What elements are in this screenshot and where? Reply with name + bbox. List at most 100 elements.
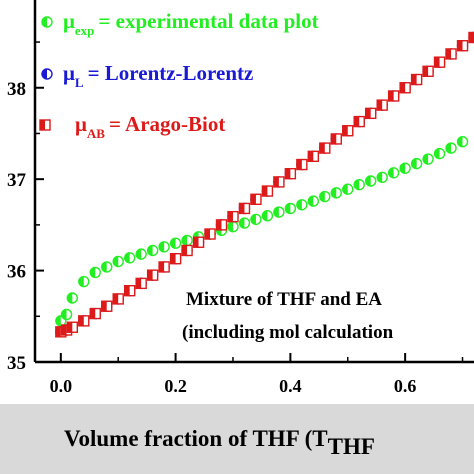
- series-1-point: [66, 292, 79, 304]
- series-1-point-fill: [159, 241, 165, 252]
- series-1-point-fill: [411, 158, 417, 169]
- series-3-point: [250, 193, 262, 205]
- series-1-point-fill: [55, 315, 61, 326]
- x-tick-label: 0.4: [279, 376, 302, 396]
- series-1-point-fill: [78, 276, 84, 287]
- series-3-point-fill: [273, 176, 279, 187]
- series-1-point: [227, 221, 239, 233]
- series-3-point: [445, 48, 457, 60]
- series-1-point-fill: [285, 203, 291, 214]
- series-1-point-fill: [124, 252, 130, 263]
- series-3-point-fill: [61, 325, 67, 336]
- series-3-point: [284, 167, 297, 180]
- series-3-point: [158, 261, 170, 273]
- series-1: [55, 135, 469, 327]
- y-tick-label: 38: [7, 79, 26, 100]
- series-3-point: [112, 293, 124, 305]
- series-3-point-fill: [434, 57, 440, 68]
- series-3-point: [273, 176, 285, 188]
- legend-label-text: = experimental data plot: [98, 9, 318, 33]
- series-1-point: [410, 157, 423, 170]
- series-3-point-fill: [308, 151, 314, 162]
- series-1-point: [445, 142, 457, 154]
- series-3-point: [387, 90, 400, 102]
- legend-label-symbol: μ: [63, 61, 75, 85]
- series-1-point: [146, 244, 159, 257]
- y-tick-label: 36: [7, 262, 26, 283]
- x-axis-label-main: Volume fraction of THF (T: [64, 426, 328, 451]
- series-3-point-fill: [423, 66, 429, 77]
- series-3-point-fill: [216, 219, 222, 230]
- series-1-point-fill: [457, 136, 463, 147]
- legend-label-symbol: μ: [63, 9, 75, 33]
- series-1-point: [60, 308, 73, 321]
- x-axis-label-band: Volume fraction of THF (TTHF: [0, 404, 474, 474]
- series-1-point: [250, 213, 262, 226]
- series-3-point-fill: [90, 308, 96, 319]
- series-3-point-fill: [342, 125, 348, 136]
- series-3-point-fill: [296, 159, 302, 170]
- series-1-point-fill: [423, 154, 429, 165]
- series-3-point-fill: [67, 322, 73, 333]
- series-1-point: [376, 171, 388, 184]
- annotation-line-2: (including mol calculation: [182, 322, 394, 343]
- series-1-point: [433, 147, 446, 160]
- series-3-point: [135, 277, 147, 290]
- series-3-point-fill: [250, 194, 256, 205]
- legend-label-text: = Lorentz-Lorentz: [88, 61, 254, 85]
- series-3-point: [399, 82, 411, 94]
- series-3-point-fill: [285, 168, 291, 179]
- series-1-point-fill: [342, 184, 348, 195]
- legend-marker-fill: [42, 69, 47, 79]
- series-1-point-fill: [170, 238, 176, 249]
- series-3: [55, 31, 474, 338]
- series-1-point-fill: [61, 309, 67, 320]
- series-3-point: [192, 236, 205, 248]
- series-1-point-fill: [136, 249, 142, 260]
- series-1-point-fill: [147, 245, 153, 256]
- x-axis-label-sub: THF: [328, 434, 375, 459]
- series-1-point: [342, 183, 354, 195]
- series-3-point: [330, 133, 342, 145]
- series-1-point-fill: [182, 235, 188, 246]
- series-1-point: [112, 255, 124, 268]
- series-3-point: [456, 40, 469, 52]
- series-3-point: [261, 185, 274, 197]
- series-3-point: [123, 284, 136, 297]
- annotation: Mixture of THF and EA (including mol cal…: [182, 289, 394, 343]
- legend-label: μAB = Arago-Biot: [75, 112, 225, 141]
- series-1-point-fill: [388, 167, 394, 178]
- series-1-point: [261, 210, 274, 222]
- series-3-point: [238, 202, 251, 215]
- series-1-point: [123, 252, 136, 264]
- series-1-point: [307, 195, 320, 207]
- series-3-point: [376, 99, 388, 111]
- legend-marker: [41, 68, 53, 80]
- series-1-point-fill: [262, 210, 268, 221]
- series-1-point: [422, 153, 434, 165]
- series-1-point: [238, 217, 251, 229]
- series-3-point-fill: [446, 48, 452, 59]
- series-3-point: [342, 125, 354, 137]
- series-1-point-fill: [227, 221, 233, 232]
- series-3-point: [468, 31, 474, 44]
- series-1-point: [169, 237, 182, 249]
- series-3-point: [227, 210, 239, 223]
- annotation-line-1: Mixture of THF and EA: [186, 289, 382, 310]
- series-3-point: [422, 65, 434, 78]
- legend-item-2: μL = Lorentz-Lorentz: [41, 61, 254, 90]
- series-3-point: [433, 56, 446, 68]
- series-1-point: [89, 266, 101, 279]
- series-3-point-fill: [55, 326, 61, 337]
- series-1-point: [399, 162, 411, 174]
- series-3-point: [215, 219, 228, 231]
- series-1-point: [353, 178, 365, 191]
- series-3-point: [410, 73, 423, 86]
- series-1-point: [158, 241, 170, 253]
- series-3-point: [296, 158, 308, 171]
- series-3-point-fill: [78, 315, 84, 326]
- series-3-point: [204, 228, 216, 240]
- series-3-point: [169, 253, 182, 265]
- legend-label-symbol: μ: [75, 112, 87, 136]
- series-1-point-fill: [250, 214, 256, 225]
